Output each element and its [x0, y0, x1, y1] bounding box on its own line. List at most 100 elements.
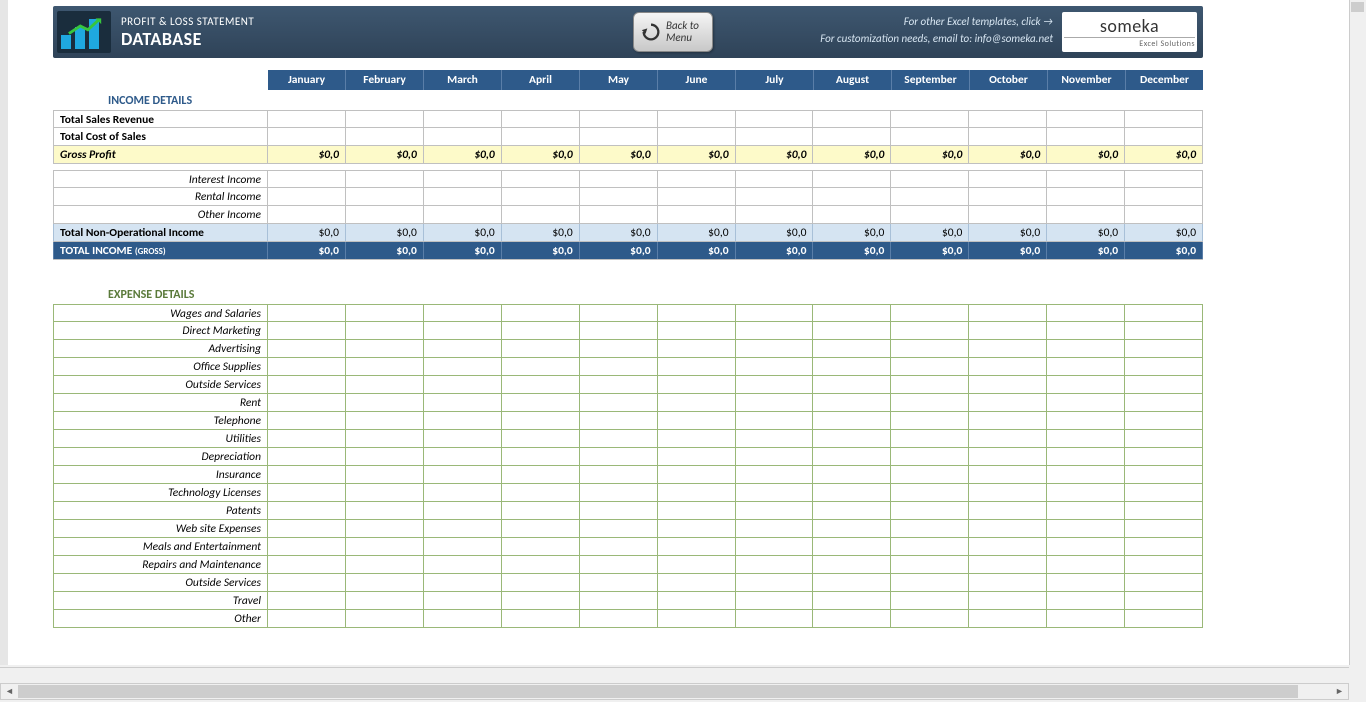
data-cell[interactable]: [1047, 394, 1125, 411]
row-label[interactable]: Insurance: [53, 466, 268, 483]
data-cell[interactable]: [1125, 128, 1203, 145]
data-cell[interactable]: [1047, 538, 1125, 555]
data-cell[interactable]: [580, 340, 658, 357]
data-cell[interactable]: [813, 574, 891, 591]
data-cell[interactable]: [813, 412, 891, 429]
data-cell[interactable]: [268, 111, 346, 127]
data-cell[interactable]: [268, 340, 346, 357]
data-cell[interactable]: [580, 111, 658, 127]
data-cell[interactable]: [891, 610, 969, 627]
someka-logo[interactable]: someka Excel Solutions: [1062, 12, 1197, 52]
row-label[interactable]: Other: [53, 610, 268, 627]
scroll-right-button[interactable]: ►: [1331, 684, 1348, 699]
row-label[interactable]: Telephone: [53, 412, 268, 429]
data-cell[interactable]: [1125, 610, 1203, 627]
row-label[interactable]: Office Supplies: [53, 358, 268, 375]
data-cell[interactable]: [736, 305, 814, 321]
data-cell[interactable]: [1125, 111, 1203, 127]
data-cell[interactable]: [736, 610, 814, 627]
row-label[interactable]: Travel: [53, 592, 268, 609]
data-cell[interactable]: [268, 520, 346, 537]
data-cell[interactable]: [891, 376, 969, 393]
data-cell[interactable]: [268, 574, 346, 591]
data-cell[interactable]: [346, 448, 424, 465]
data-cell[interactable]: [969, 340, 1047, 357]
data-cell[interactable]: [1047, 520, 1125, 537]
templates-link-text[interactable]: For other Excel templates, click →: [820, 14, 1053, 31]
row-label[interactable]: Repairs and Maintenance: [53, 556, 268, 573]
data-cell[interactable]: [346, 358, 424, 375]
data-cell[interactable]: [346, 430, 424, 447]
data-cell[interactable]: [736, 484, 814, 501]
vertical-scrollbar[interactable]: [1349, 0, 1366, 665]
data-cell[interactable]: [1047, 484, 1125, 501]
data-cell[interactable]: [1125, 502, 1203, 519]
data-cell[interactable]: [580, 556, 658, 573]
data-cell[interactable]: [502, 502, 580, 519]
data-cell[interactable]: [502, 412, 580, 429]
data-cell[interactable]: [813, 556, 891, 573]
row-label[interactable]: Patents: [53, 502, 268, 519]
row-label[interactable]: Depreciation: [53, 448, 268, 465]
row-label[interactable]: Total Sales Revenue: [53, 111, 268, 127]
data-cell[interactable]: [268, 171, 346, 187]
data-cell[interactable]: [736, 376, 814, 393]
data-cell[interactable]: [580, 376, 658, 393]
data-cell[interactable]: [346, 502, 424, 519]
data-cell[interactable]: [658, 556, 736, 573]
data-cell[interactable]: [424, 448, 502, 465]
data-cell[interactable]: [658, 520, 736, 537]
row-label[interactable]: Direct Marketing: [53, 322, 268, 339]
data-cell[interactable]: [580, 358, 658, 375]
data-cell[interactable]: [813, 128, 891, 145]
data-cell[interactable]: [268, 484, 346, 501]
data-cell[interactable]: [736, 502, 814, 519]
data-cell[interactable]: [502, 128, 580, 145]
data-cell[interactable]: [891, 412, 969, 429]
data-cell[interactable]: [502, 484, 580, 501]
data-cell[interactable]: [580, 574, 658, 591]
data-cell[interactable]: [1125, 430, 1203, 447]
data-cell[interactable]: [891, 538, 969, 555]
data-cell[interactable]: [1047, 111, 1125, 127]
data-cell[interactable]: [268, 376, 346, 393]
data-cell[interactable]: [1125, 556, 1203, 573]
data-cell[interactable]: [424, 340, 502, 357]
data-cell[interactable]: [346, 466, 424, 483]
data-cell[interactable]: [502, 376, 580, 393]
data-cell[interactable]: [502, 556, 580, 573]
data-cell[interactable]: [658, 171, 736, 187]
data-cell[interactable]: [813, 448, 891, 465]
data-cell[interactable]: [580, 206, 658, 223]
data-cell[interactable]: [268, 305, 346, 321]
data-cell[interactable]: [502, 466, 580, 483]
data-cell[interactable]: [969, 188, 1047, 205]
data-cell[interactable]: [580, 305, 658, 321]
data-cell[interactable]: [658, 484, 736, 501]
data-cell[interactable]: [658, 610, 736, 627]
data-cell[interactable]: [268, 592, 346, 609]
data-cell[interactable]: [658, 412, 736, 429]
data-cell[interactable]: [969, 128, 1047, 145]
data-cell[interactable]: [969, 206, 1047, 223]
data-cell[interactable]: [346, 128, 424, 145]
data-cell[interactable]: [580, 610, 658, 627]
data-cell[interactable]: [268, 538, 346, 555]
data-cell[interactable]: [658, 394, 736, 411]
horizontal-scrollbar-track[interactable]: [18, 684, 1331, 699]
data-cell[interactable]: [1047, 556, 1125, 573]
data-cell[interactable]: [502, 111, 580, 127]
data-cell[interactable]: [424, 466, 502, 483]
data-cell[interactable]: [424, 358, 502, 375]
data-cell[interactable]: [658, 111, 736, 127]
data-cell[interactable]: [268, 556, 346, 573]
data-cell[interactable]: [424, 171, 502, 187]
data-cell[interactable]: [502, 358, 580, 375]
data-cell[interactable]: [736, 556, 814, 573]
data-cell[interactable]: [268, 466, 346, 483]
data-cell[interactable]: [1047, 412, 1125, 429]
data-cell[interactable]: [346, 171, 424, 187]
data-cell[interactable]: [1125, 358, 1203, 375]
data-cell[interactable]: [1047, 430, 1125, 447]
data-cell[interactable]: [1125, 376, 1203, 393]
